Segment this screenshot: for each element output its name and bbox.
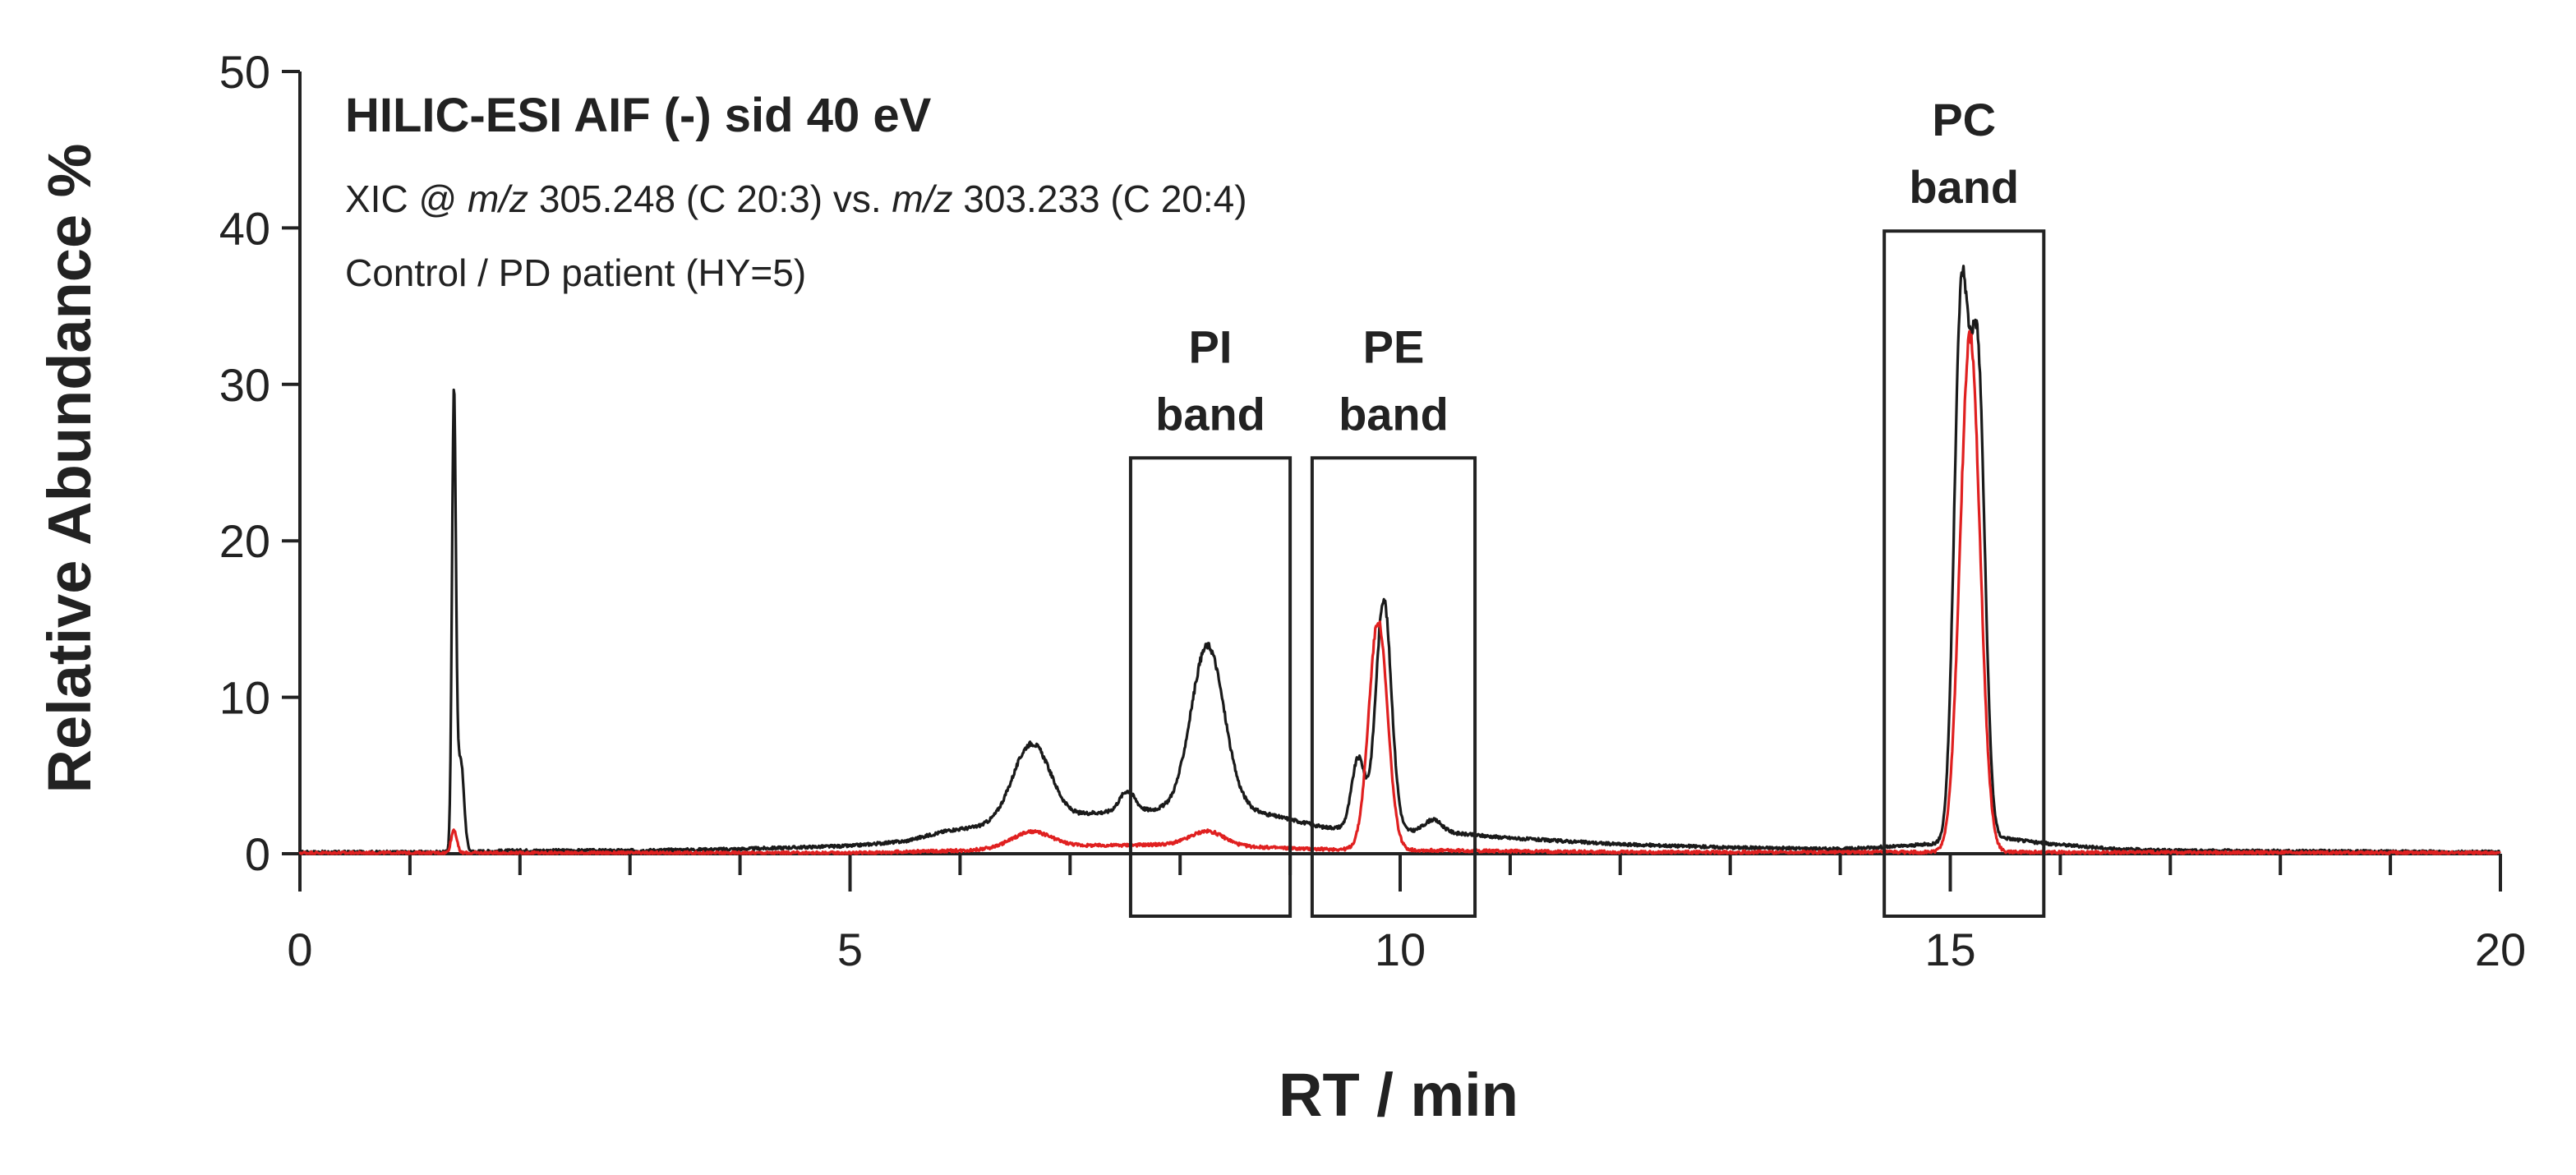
chart-subtitle: XIC @ m/z 305.248 (C 20:3) vs. m/z 303.2… xyxy=(345,177,1247,220)
y-tick-label: 0 xyxy=(245,828,270,880)
band-box-pc xyxy=(1882,229,2046,918)
band-label-pe: PE xyxy=(1363,320,1425,372)
subtitle-prefix: XIC @ xyxy=(345,177,468,220)
chart-subtitle-samples: Control / PD patient (HY=5) xyxy=(345,251,806,294)
x-tick-label: 15 xyxy=(1924,924,1975,975)
x-tick-label: 10 xyxy=(1375,924,1426,975)
band-label-pc: PC xyxy=(1932,94,1996,145)
x-tick-label: 5 xyxy=(837,924,863,975)
band-box-pi xyxy=(1128,456,1293,918)
series-line-pd-patient xyxy=(298,329,2501,855)
series-layer xyxy=(298,265,2501,855)
axis-ticks: 0 10 20 30 40 50 0 5 10 15 20 xyxy=(219,46,2526,975)
bands-layer: PI band PE band PC band xyxy=(1128,94,2046,918)
subtitle-mz2-label: m/z xyxy=(892,177,952,220)
x-tick-label: 0 xyxy=(287,924,312,975)
subtitle-mz2-value: 303.233 (C 20:4) xyxy=(953,177,1247,220)
band-label-band-pe: band xyxy=(1339,388,1449,440)
y-axis-title: Relative Abundance % xyxy=(35,144,104,794)
subtitle-mz1-label: m/z xyxy=(468,177,528,220)
band-label-pi: PI xyxy=(1189,320,1233,372)
y-tick-label: 10 xyxy=(219,672,270,724)
band-label-band-pc: band xyxy=(1909,161,2019,213)
subtitle-mz1-value: 305.248 (C 20:3) vs. xyxy=(528,177,892,220)
y-tick-label: 50 xyxy=(219,46,270,98)
x-axis-title: RT / min xyxy=(1279,1061,1518,1129)
y-tick-label: 40 xyxy=(219,202,270,254)
chart-title: HILIC-ESI AIF (-) sid 40 eV xyxy=(345,89,932,142)
y-tick-label: 20 xyxy=(219,515,270,567)
x-tick-label: 20 xyxy=(2475,924,2526,975)
y-tick-label: 30 xyxy=(219,359,270,411)
series-line-control xyxy=(299,265,2501,855)
band-box-pe xyxy=(1310,456,1477,918)
band-label-band-pi: band xyxy=(1155,388,1265,440)
